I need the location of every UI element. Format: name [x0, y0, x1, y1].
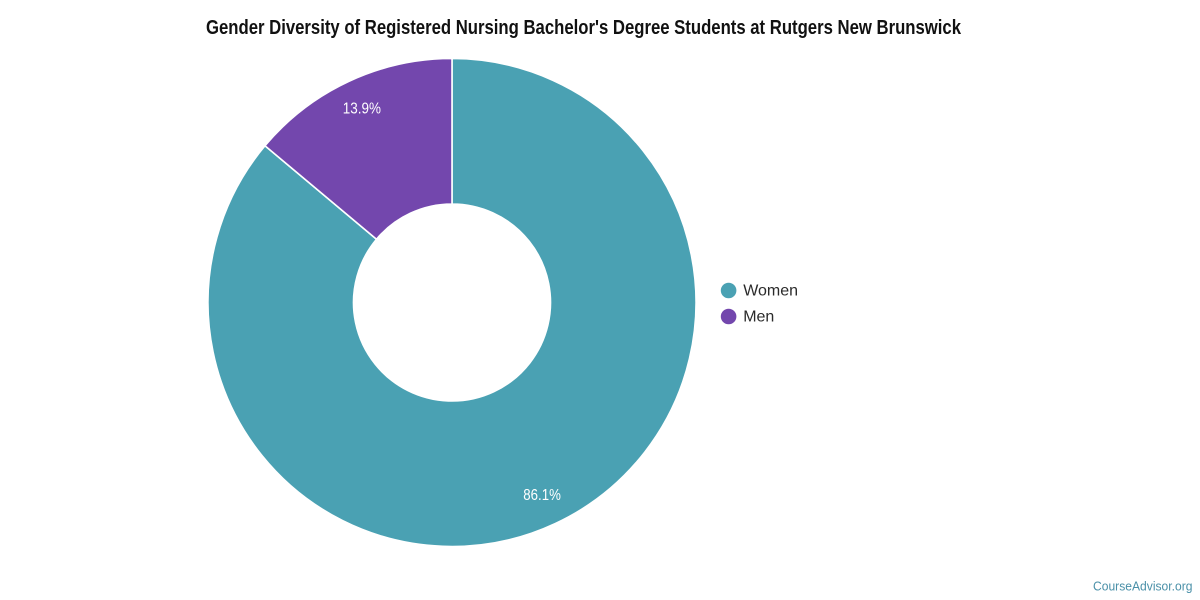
svg-text:CourseAdvisor.org: CourseAdvisor.org	[1093, 579, 1193, 594]
svg-text:Men: Men	[743, 309, 774, 326]
svg-text:Women: Women	[743, 283, 798, 300]
svg-text:86.1%: 86.1%	[523, 487, 561, 504]
svg-text:Gender Diversity of Registered: Gender Diversity of Registered Nursing B…	[206, 17, 962, 39]
svg-text:13.9%: 13.9%	[343, 101, 381, 118]
